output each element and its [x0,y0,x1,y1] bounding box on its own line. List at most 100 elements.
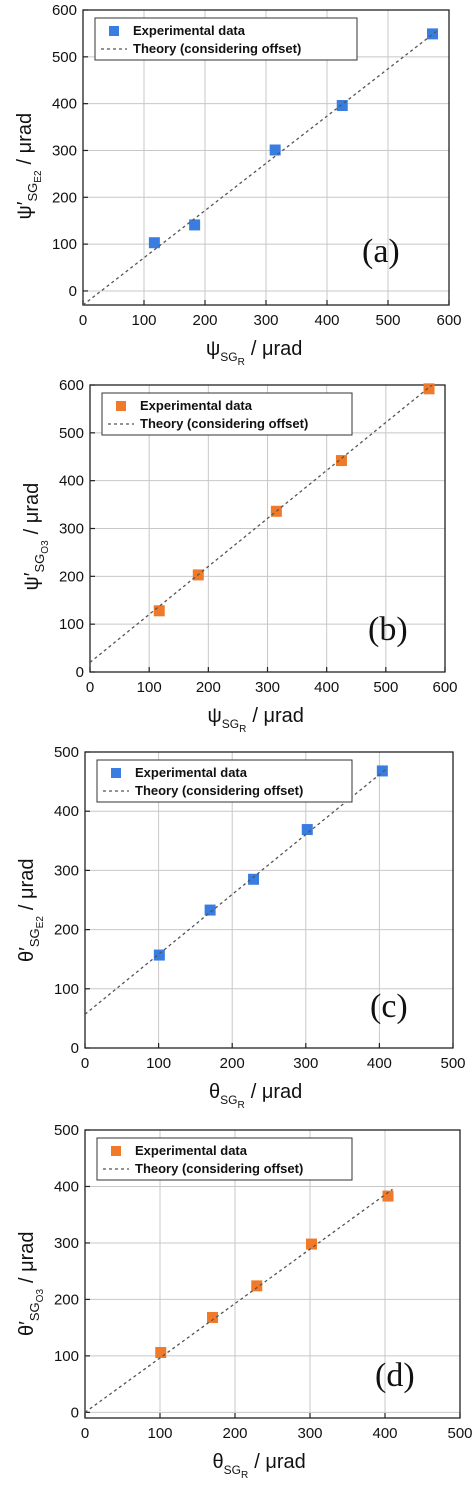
y-tick-label: 400 [54,803,79,820]
x-tick-label: 300 [253,312,278,329]
y-tick-label: 200 [54,1291,79,1308]
chart-panel-3: 0 100 200 300 400 500 0 100 200 300 400 500 Experime… [16,744,466,1111]
x-axis-label: ψSGR/ μrad [206,338,302,368]
y-axis-label: ψ′SGE2/ μrad [14,113,44,220]
y-tick-label: 400 [54,1178,79,1195]
y-axis-label: ψ′SGO3/ μrad [21,483,51,591]
data-point [301,824,313,836]
legend: Experimental data Theory (considering off… [96,759,353,803]
legend-marker-icon [116,401,126,411]
x-tick-label: 200 [220,1055,245,1072]
legend-box [96,1137,353,1181]
data-point [189,219,201,231]
x-tick-label: 100 [147,1425,172,1442]
x-tick-label: 0 [81,1055,89,1072]
panel-label: (a) [362,233,400,270]
x-tick-label: 500 [373,679,398,696]
x-axis-label: ψSGR/ μrad [208,705,304,735]
y-tick-label: 600 [59,377,84,394]
y-tick-label: 300 [59,521,84,538]
x-tick-label: 400 [314,312,339,329]
x-tick-label: 0 [81,1425,89,1442]
x-tick-label: 500 [375,312,400,329]
legend-label-theory: Theory (considering offset) [135,783,303,798]
legend: Experimental data Theory (considering off… [94,17,358,61]
x-tick-label: 0 [79,312,87,329]
data-point [155,1346,167,1358]
data-point [376,765,388,777]
y-tick-label: 300 [54,862,79,879]
y-tick-label: 300 [52,142,77,159]
y-tick-label: 0 [71,1404,79,1421]
legend-label-experimental: Experimental data [135,765,248,780]
x-axis-label: θSGR/ μrad [213,1451,306,1481]
theory-line [83,30,438,305]
y-axis-label: θ′SGO3/ μrad [16,1231,46,1336]
legend: Experimental data Theory (considering off… [101,392,353,436]
y-tick-label: 600 [52,2,77,19]
data-point [427,28,439,40]
x-tick-label: 500 [447,1425,472,1442]
x-tick-label: 300 [255,679,280,696]
x-tick-label: 100 [137,679,162,696]
legend-label-theory: Theory (considering offset) [133,41,301,56]
legend-label-experimental: Experimental data [135,1143,248,1158]
panel-label: (b) [368,611,408,648]
y-tick-label: 100 [59,616,84,633]
legend-marker-icon [111,1146,121,1156]
y-tick-label: 500 [59,425,84,442]
chart-panel-4: 0 100 200 300 400 500 0 100 200 300 400 500 Experime… [16,1122,473,1481]
x-tick-label: 400 [372,1425,397,1442]
legend: Experimental data Theory (considering off… [96,1137,353,1181]
x-axis-label: θSGR/ μrad [209,1081,302,1111]
y-tick-label: 400 [52,96,77,113]
y-tick-label: 500 [54,744,79,761]
y-tick-label: 500 [52,49,77,66]
legend-marker-icon [111,768,121,778]
data-point [153,949,165,961]
y-tick-label: 100 [52,236,77,253]
legend-marker-icon [109,26,119,36]
data-point [270,505,282,517]
y-tick-label: 200 [59,568,84,585]
plot-frame [84,1129,461,1419]
y-tick-label: 100 [54,1348,79,1365]
y-axis-label: θ′SGE2/ μrad [16,859,46,962]
data-point [148,237,160,249]
theory-line [90,385,434,663]
data-point [248,873,260,885]
data-point [204,904,216,916]
x-tick-label: 400 [367,1055,392,1072]
x-tick-label: 200 [196,679,221,696]
legend-box [96,759,353,803]
data-point [153,605,165,617]
data-point [335,455,347,467]
y-tick-label: 400 [59,473,84,490]
chart-panel-1: 0 100 200 300 400 500 600 0 100 200 300 400 500 600 Ex… [14,2,462,368]
legend-label-theory: Theory (considering offset) [140,416,308,431]
data-point [306,1238,317,1250]
y-tick-label: 0 [76,664,84,681]
plot-frame [84,751,454,1049]
y-tick-label: 100 [54,981,79,998]
x-tick-label: 600 [432,679,457,696]
y-tick-label: 300 [54,1235,79,1252]
data-point [269,144,281,156]
data-point [207,1311,218,1323]
data-point [382,1190,394,1202]
data-point [251,1280,263,1292]
theory-line [85,768,388,1015]
y-tick-label: 200 [52,189,77,206]
x-tick-label: 600 [436,312,461,329]
x-tick-label: 300 [293,1055,318,1072]
y-tick-label: 500 [54,1122,79,1139]
y-tick-label: 200 [54,922,79,939]
x-tick-label: 400 [314,679,339,696]
x-tick-label: 200 [222,1425,247,1442]
theory-line [85,1188,393,1413]
legend-box [94,17,358,61]
x-tick-label: 300 [297,1425,322,1442]
chart-panel-2: 0 100 200 300 400 500 600 0 100 200 300 400 500 600 Ex… [21,377,458,735]
y-tick-label: 0 [71,1040,79,1057]
